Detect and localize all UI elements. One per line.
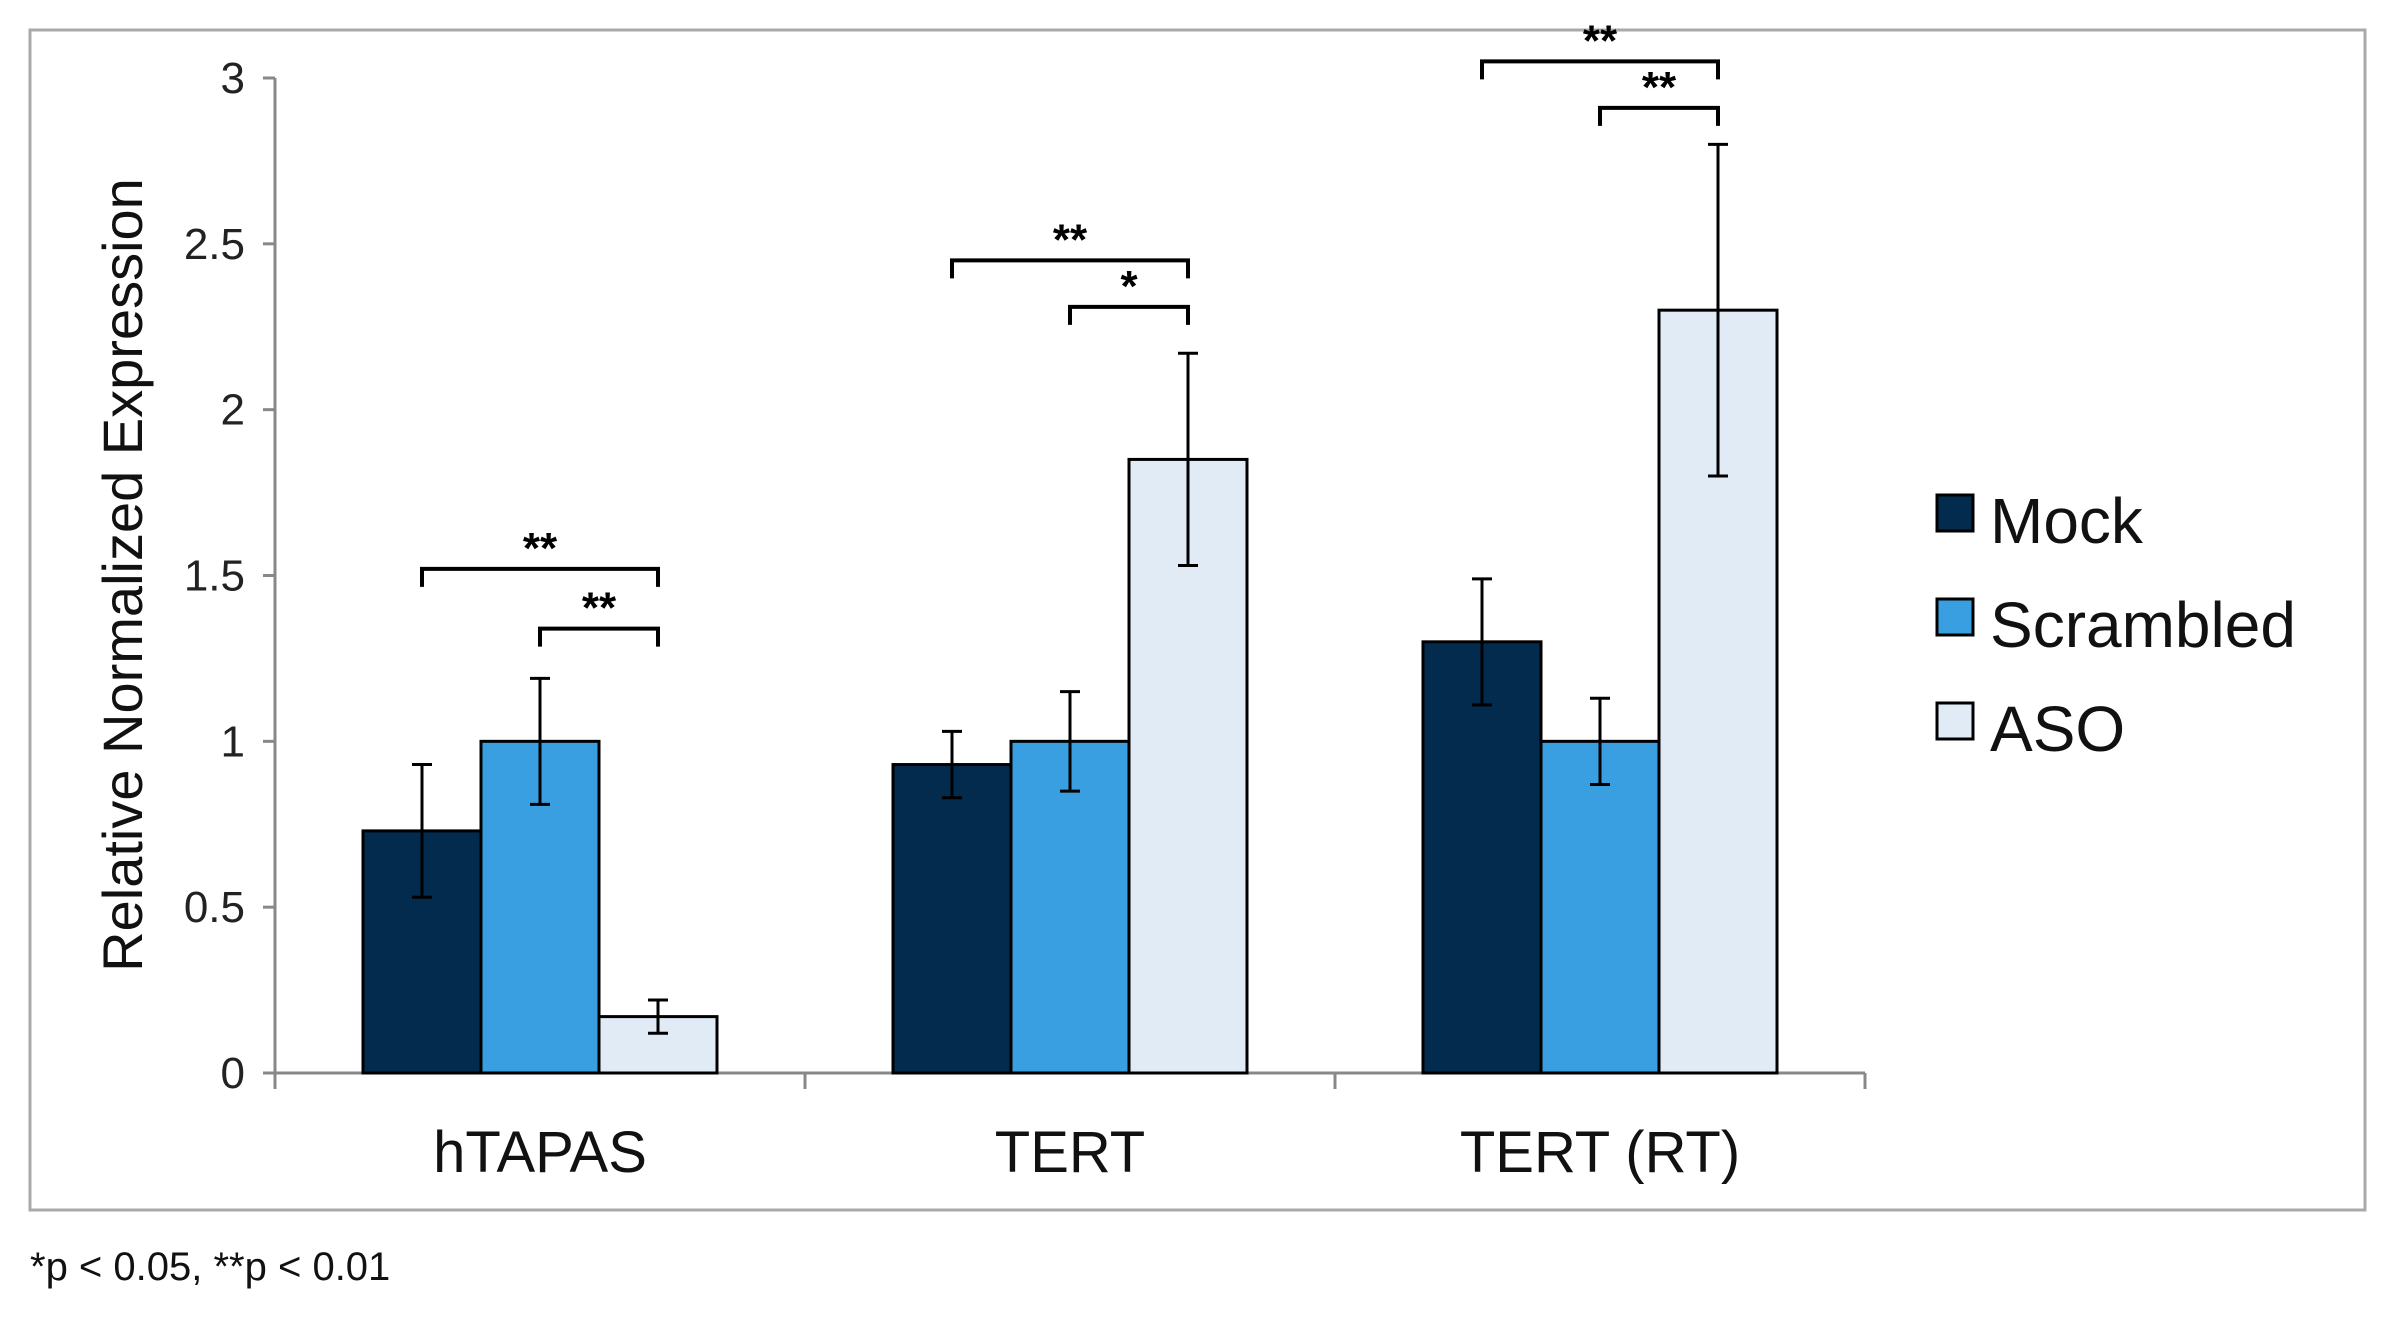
bar — [1421, 640, 1543, 1075]
x-category-label: TERT (RT) — [1460, 1120, 1740, 1185]
y-tick-label: 0 — [221, 1049, 245, 1098]
significance-bracket — [538, 626, 660, 647]
legend: Mock Scrambled ASO — [1935, 485, 2296, 765]
legend-label: Scrambled — [1990, 589, 2296, 661]
legend-label: ASO — [1990, 693, 2125, 765]
footnote: *p < 0.05, **p < 0.01 — [30, 1245, 390, 1289]
bar — [891, 763, 1013, 1075]
significance-bracket — [1598, 105, 1720, 126]
significance-bracket — [1480, 59, 1720, 80]
significance-bracket — [1068, 304, 1190, 325]
significance-label: ** — [1583, 16, 1618, 65]
legend-swatch — [1935, 701, 1975, 741]
significance-brackets: *********** — [420, 16, 1720, 647]
y-tick-label: 2.5 — [184, 220, 245, 269]
legend-label: Mock — [1990, 485, 2144, 557]
significance-label: ** — [1053, 215, 1088, 264]
x-category-label: TERT — [995, 1120, 1145, 1185]
x-category-label: hTAPAS — [433, 1120, 647, 1185]
legend-swatch — [1935, 493, 1975, 533]
bar — [1539, 739, 1661, 1075]
significance-bracket — [950, 258, 1190, 279]
y-axis-label: Relative Normalized Expression — [91, 178, 154, 972]
significance-label: ** — [582, 584, 617, 633]
y-tick-label: 1.5 — [184, 552, 245, 601]
significance-label: ** — [1642, 63, 1677, 112]
significance-bracket — [420, 566, 660, 587]
significance-label: * — [1120, 262, 1138, 311]
significance-label: ** — [523, 524, 558, 573]
y-tick-label: 3 — [221, 54, 245, 103]
y-tick-label: 1 — [221, 717, 245, 766]
y-tick-label: 0.5 — [184, 883, 245, 932]
y-tick-label: 2 — [221, 386, 245, 435]
legend-swatch — [1935, 597, 1975, 637]
y-axis: 0 0.5 1 1.5 2 2.5 3 — [184, 54, 277, 1098]
error-bars — [412, 142, 1728, 1035]
